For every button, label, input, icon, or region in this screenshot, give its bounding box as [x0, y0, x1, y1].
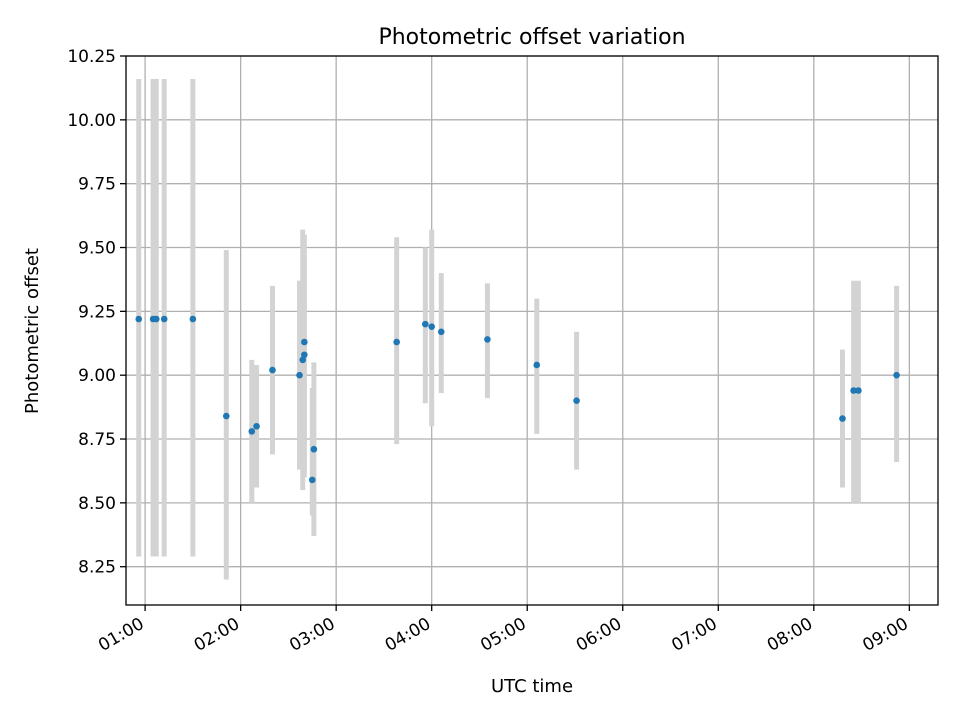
- y-tick-label: 10.00: [67, 111, 116, 131]
- y-tick-label: 10.25: [67, 47, 116, 67]
- data-point: [253, 422, 260, 430]
- data-point: [301, 351, 308, 359]
- data-point: [310, 445, 318, 453]
- y-tick-label: 9.75: [78, 175, 116, 195]
- data-point: [269, 366, 276, 374]
- data-point: [152, 315, 160, 323]
- data-point: [308, 476, 316, 484]
- data-point: [160, 315, 168, 323]
- data-point: [422, 320, 429, 328]
- plot-frame: [125, 55, 939, 606]
- data-point: [573, 397, 580, 405]
- y-axis: 8.25 8.50 8.75 9.00 9.25 9.50 9.75 10.00 10.25: [67, 47, 126, 578]
- data-points: [135, 315, 900, 484]
- data-point: [301, 338, 308, 346]
- data-point: [437, 328, 445, 336]
- y-tick-label: 9.00: [78, 366, 116, 386]
- data-point: [296, 371, 303, 379]
- y-tick-label: 8.25: [78, 558, 116, 578]
- data-point: [839, 415, 846, 422]
- chart-title: Photometric offset variation: [378, 25, 685, 50]
- y-axis-label: Photometric offset: [22, 248, 43, 414]
- data-point: [484, 336, 491, 343]
- data-point: [299, 356, 307, 364]
- data-point: [223, 412, 230, 420]
- y-tick-label: 9.50: [78, 239, 116, 259]
- data-point: [533, 361, 541, 369]
- x-axis-label: UTC time: [491, 676, 573, 697]
- data-point: [893, 371, 900, 379]
- y-tick-label: 8.75: [78, 430, 116, 450]
- data-point: [850, 387, 857, 394]
- data-point: [428, 323, 435, 330]
- data-point: [855, 387, 862, 394]
- data-point: [248, 428, 256, 435]
- data-point: [393, 338, 400, 346]
- data-point: [189, 315, 197, 323]
- data-point: [135, 315, 143, 323]
- y-tick-label: 9.25: [78, 302, 116, 322]
- y-tick-label: 8.50: [78, 494, 116, 514]
